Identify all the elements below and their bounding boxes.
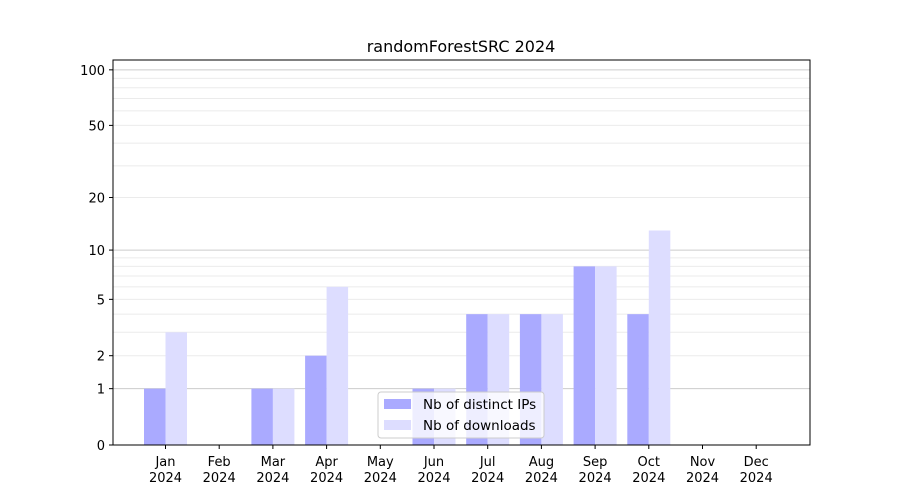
y-tick-label: 20 — [88, 192, 105, 207]
bar-downloads — [541, 314, 563, 445]
x-tick-label: 2024 — [632, 471, 665, 486]
y-tick-label: 10 — [88, 244, 105, 259]
x-tick-label: 2024 — [149, 471, 182, 486]
bar-distinct-ips — [627, 314, 649, 445]
y-tick-label: 1 — [97, 383, 105, 398]
bar-distinct-ips — [305, 355, 327, 445]
x-tick-label: Jan — [154, 455, 175, 470]
x-tick-label: 2024 — [686, 471, 719, 486]
x-tick-label: Feb — [208, 455, 231, 470]
y-tick-label: 50 — [88, 119, 105, 134]
plot-frame — [112, 59, 811, 446]
bar-downloads — [595, 266, 617, 445]
legend-swatch-downloads — [384, 420, 411, 430]
y-tick-label: 5 — [97, 293, 105, 308]
x-tick-label: 2024 — [364, 471, 397, 486]
x-tick-label: Sep — [583, 455, 608, 470]
y-tick-label: 100 — [80, 64, 105, 79]
legend: Nb of distinct IPs Nb of downloads — [377, 391, 545, 439]
x-tick-label: Jun — [423, 455, 444, 470]
bar-downloads — [272, 388, 295, 445]
x-tick-label: Dec — [744, 455, 769, 470]
bar-downloads — [326, 286, 349, 445]
x-tick-label: 2024 — [525, 471, 558, 486]
bar-distinct-ips — [573, 266, 596, 445]
legend-label-downloads: Nb of downloads — [423, 418, 536, 434]
y-tick-label: 0 — [97, 439, 105, 454]
legend-label-ips: Nb of distinct IPs — [423, 397, 536, 413]
x-tick-label: 2024 — [417, 471, 450, 486]
x-tick-label: 2024 — [310, 471, 343, 486]
x-tick-label: Apr — [315, 455, 338, 470]
bar-distinct-ips — [144, 388, 166, 445]
x-tick-label: May — [367, 455, 394, 470]
x-tick-label: Nov — [690, 455, 716, 470]
x-tick-label: 2024 — [471, 471, 504, 486]
x-tick-label: 2024 — [740, 471, 773, 486]
x-tick-label: Jul — [479, 455, 496, 470]
bar-downloads — [165, 332, 187, 445]
x-tick-label: Oct — [638, 455, 660, 470]
chart-title: randomForestSRC 2024 — [367, 37, 556, 56]
x-tick-label: 2024 — [579, 471, 612, 486]
x-tick-label: Aug — [529, 455, 554, 470]
legend-swatch-ips — [384, 399, 411, 409]
bar-distinct-ips — [251, 388, 273, 445]
y-tick-label: 2 — [97, 350, 105, 365]
x-tick-label: 2024 — [256, 471, 289, 486]
x-tick-label: 2024 — [203, 471, 236, 486]
bar-downloads — [648, 230, 671, 445]
x-tick-label: Mar — [261, 455, 286, 470]
